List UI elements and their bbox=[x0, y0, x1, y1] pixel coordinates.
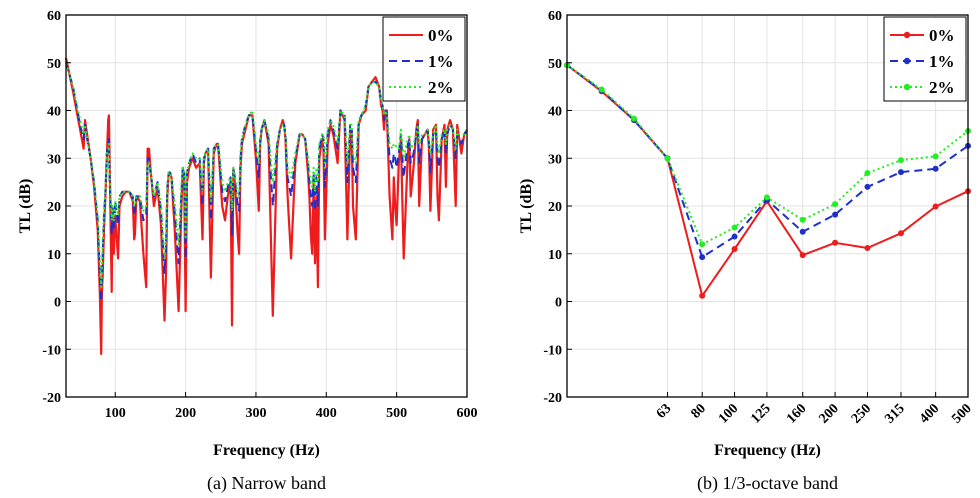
data-point bbox=[832, 201, 839, 208]
data-point bbox=[932, 153, 939, 160]
y-tick-label: 20 bbox=[548, 200, 562, 215]
chart-caption: (b) 1/3-octave band bbox=[697, 473, 838, 494]
x-tick-label: 100 bbox=[105, 406, 126, 421]
y-tick-label: 10 bbox=[548, 248, 562, 263]
x-axis-label: Frequency (Hz) bbox=[213, 442, 320, 459]
data-point bbox=[864, 245, 871, 252]
x-tick-label: 63 bbox=[654, 401, 675, 422]
data-point bbox=[932, 203, 939, 210]
data-point bbox=[832, 239, 839, 246]
y-tick-label: 60 bbox=[47, 9, 61, 24]
data-point bbox=[897, 169, 904, 176]
legend-box bbox=[883, 16, 967, 102]
chart-third-octave-band: -20 -10 0 10 20 30 40 50 60 63 80 100 125 160 200 250 31… bbox=[518, 9, 975, 494]
legend-label: 2% bbox=[929, 78, 955, 97]
y-tick-label: 50 bbox=[548, 57, 562, 72]
y-tick-label: 30 bbox=[548, 152, 562, 167]
x-tick-label: 125 bbox=[748, 401, 773, 426]
y-tick-label: -10 bbox=[543, 343, 562, 358]
series-line-2pct bbox=[65, 62, 468, 289]
y-tick-label: 10 bbox=[47, 248, 61, 263]
legend-marker bbox=[903, 57, 911, 65]
data-point bbox=[631, 115, 638, 122]
x-tick-label: 400 bbox=[316, 406, 337, 421]
data-point bbox=[699, 241, 706, 248]
y-tick-label: 20 bbox=[47, 200, 61, 215]
data-point bbox=[799, 216, 806, 223]
y-tick-label: 40 bbox=[548, 105, 562, 120]
data-point bbox=[799, 252, 806, 259]
data-point bbox=[731, 245, 738, 252]
data-point bbox=[598, 86, 605, 93]
y-axis-label: TL (dB) bbox=[17, 179, 34, 234]
y-tick-label: 50 bbox=[47, 57, 61, 72]
y-tick-label: 0 bbox=[555, 296, 562, 311]
x-axis-label: Frequency (Hz) bbox=[714, 442, 821, 459]
legend-marker bbox=[903, 31, 911, 39]
data-point bbox=[731, 233, 738, 240]
x-tick-label: 160 bbox=[784, 401, 809, 426]
data-point bbox=[864, 170, 871, 177]
x-tick-label: 200 bbox=[816, 401, 841, 426]
x-tick-label: 250 bbox=[849, 401, 874, 426]
legend-label: 1% bbox=[929, 52, 955, 71]
x-tick-label: 500 bbox=[386, 406, 407, 421]
x-tick-label: 200 bbox=[175, 406, 196, 421]
legend-label: 0% bbox=[428, 26, 454, 45]
y-tick-label: 0 bbox=[54, 296, 61, 311]
data-point bbox=[897, 230, 904, 237]
y-tick-label: -10 bbox=[42, 343, 61, 358]
data-point bbox=[699, 254, 706, 261]
y-tick-label: 60 bbox=[548, 9, 562, 24]
legend-label: 0% bbox=[929, 26, 955, 45]
legend-marker bbox=[903, 83, 911, 91]
data-point bbox=[932, 165, 939, 172]
chart-narrow-band: -20 -10 0 10 20 30 40 50 60 100 200 300 400 500 600 Fre… bbox=[17, 9, 478, 494]
x-tick-label: 300 bbox=[245, 406, 266, 421]
y-tick-label: 30 bbox=[47, 152, 61, 167]
data-point bbox=[832, 211, 839, 218]
x-tick-label: 600 bbox=[457, 406, 478, 421]
x-tick-label: 400 bbox=[917, 401, 942, 426]
data-point bbox=[763, 194, 770, 201]
data-point bbox=[864, 183, 871, 190]
x-tick-label: 100 bbox=[716, 401, 741, 426]
legend-label: 2% bbox=[428, 78, 454, 97]
y-tick-label: -20 bbox=[42, 391, 61, 406]
x-tick-label: 500 bbox=[949, 401, 974, 426]
x-tick-label: 80 bbox=[689, 401, 710, 422]
legend-label: 1% bbox=[428, 52, 454, 71]
data-point bbox=[664, 155, 671, 162]
y-tick-label: -20 bbox=[543, 391, 562, 406]
data-point bbox=[699, 292, 706, 299]
data-point bbox=[799, 228, 806, 235]
y-tick-label: 40 bbox=[47, 105, 61, 120]
x-tick-label: 315 bbox=[882, 401, 907, 426]
chart-caption: (a) Narrow band bbox=[207, 473, 326, 494]
legend-box bbox=[382, 16, 466, 102]
data-point bbox=[897, 157, 904, 164]
data-point bbox=[731, 224, 738, 231]
y-axis-label: TL (dB) bbox=[518, 179, 535, 234]
